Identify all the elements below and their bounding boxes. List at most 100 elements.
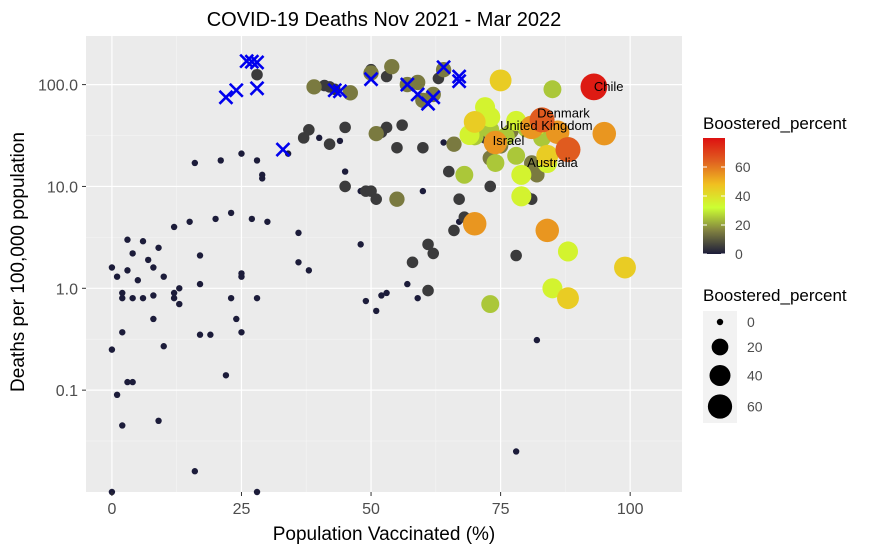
- data-point: [150, 315, 157, 323]
- plot-background: [86, 36, 682, 492]
- data-point: [417, 141, 429, 154]
- data-point: [119, 422, 126, 429]
- data-point: [196, 252, 204, 259]
- data-point: [253, 157, 261, 164]
- data-point: [227, 294, 235, 302]
- data-point: [404, 280, 411, 288]
- data-point: [129, 250, 136, 257]
- cross-stroke: [436, 59, 452, 75]
- data-point: [295, 229, 302, 237]
- size-legend-dot: [711, 338, 729, 356]
- cross-marker: [275, 142, 291, 158]
- data-point: [339, 180, 351, 193]
- x-tick-label: 100: [617, 501, 644, 518]
- data-point: [113, 391, 121, 399]
- data-point: [119, 294, 126, 302]
- data-point: [533, 336, 541, 344]
- data-point: [384, 58, 400, 75]
- data-point: [511, 186, 532, 207]
- data-point: [448, 224, 460, 237]
- data-point: [422, 238, 434, 251]
- data-point: [217, 157, 224, 164]
- data-point: [370, 193, 383, 205]
- data-point: [191, 468, 199, 475]
- data-point: [305, 267, 313, 274]
- data-point: [341, 168, 349, 175]
- data-point: [542, 278, 563, 299]
- data-point: [160, 273, 167, 280]
- cross-marker: [249, 80, 265, 96]
- data-point: [248, 215, 256, 223]
- data-point: [389, 191, 405, 207]
- data-point: [196, 280, 204, 288]
- size-legend-label: 60: [747, 399, 763, 415]
- data-point: [124, 267, 131, 274]
- data-point: [160, 343, 167, 350]
- color-legend-title: Boostered_percent: [703, 114, 847, 133]
- data-point: [336, 137, 344, 145]
- chart-title: COVID-19 Deaths Nov 2021 - Mar 2022: [207, 9, 562, 31]
- data-point: [536, 144, 559, 167]
- data-point: [144, 256, 152, 264]
- data-point: [557, 287, 579, 310]
- data-point: [511, 164, 532, 185]
- data-point: [425, 86, 441, 103]
- data-point: [253, 294, 261, 302]
- data-point: [259, 175, 266, 182]
- size-legend-label: 0: [747, 314, 755, 330]
- x-tick-label: 25: [233, 501, 251, 518]
- data-point: [512, 448, 520, 455]
- data-point: [535, 218, 560, 243]
- data-point: [227, 209, 235, 217]
- data-point: [529, 107, 555, 133]
- data-point: [453, 193, 465, 205]
- country-label: Israel: [493, 133, 525, 148]
- country-label: United Kingdom: [500, 118, 593, 133]
- data-point: [303, 124, 315, 136]
- data-point: [484, 180, 497, 193]
- data-point: [155, 417, 162, 425]
- data-point: [238, 150, 245, 157]
- cross-marker: [332, 83, 348, 99]
- data-point: [233, 315, 240, 323]
- data-point: [580, 73, 608, 101]
- data-point: [557, 241, 579, 262]
- data-point: [134, 277, 142, 284]
- cross-stroke: [410, 87, 426, 102]
- data-point: [207, 331, 214, 338]
- data-point: [486, 154, 505, 172]
- cross-markers: [218, 53, 467, 158]
- data-point: [139, 294, 147, 302]
- axes: 0 25 50 75 100 0.1 1.0 10.0 100.0: [38, 78, 644, 518]
- data-point: [196, 331, 204, 338]
- colorbar: [703, 138, 725, 254]
- data-point: [139, 238, 147, 245]
- colorbar-label: 40: [735, 188, 751, 204]
- data-point: [119, 329, 126, 336]
- y-tick-label: 10.0: [47, 179, 78, 196]
- data-point: [253, 488, 261, 496]
- cross-marker: [363, 71, 379, 87]
- cross-stroke: [425, 89, 441, 105]
- size-legend-dot: [716, 318, 724, 326]
- cross-stroke: [327, 82, 343, 98]
- data-point: [422, 284, 434, 297]
- data-point: [108, 346, 116, 353]
- data-point: [264, 218, 271, 225]
- data-point: [368, 125, 384, 142]
- size-legend-dot: [709, 365, 731, 386]
- y-tick-label: 0.1: [56, 383, 78, 400]
- data-point: [435, 62, 452, 78]
- data-point: [592, 121, 617, 146]
- data-point: [510, 249, 522, 262]
- data-point: [380, 121, 393, 134]
- x-tick-label: 0: [107, 501, 116, 518]
- cross-marker: [218, 89, 234, 105]
- cross-stroke: [228, 82, 244, 98]
- size-legend-title: Boostered_percent: [703, 286, 847, 305]
- cross-stroke: [249, 80, 265, 96]
- size-legend-label: 20: [747, 339, 763, 355]
- country-label: Denmark: [537, 106, 590, 121]
- y-tick-label: 100.0: [38, 78, 78, 95]
